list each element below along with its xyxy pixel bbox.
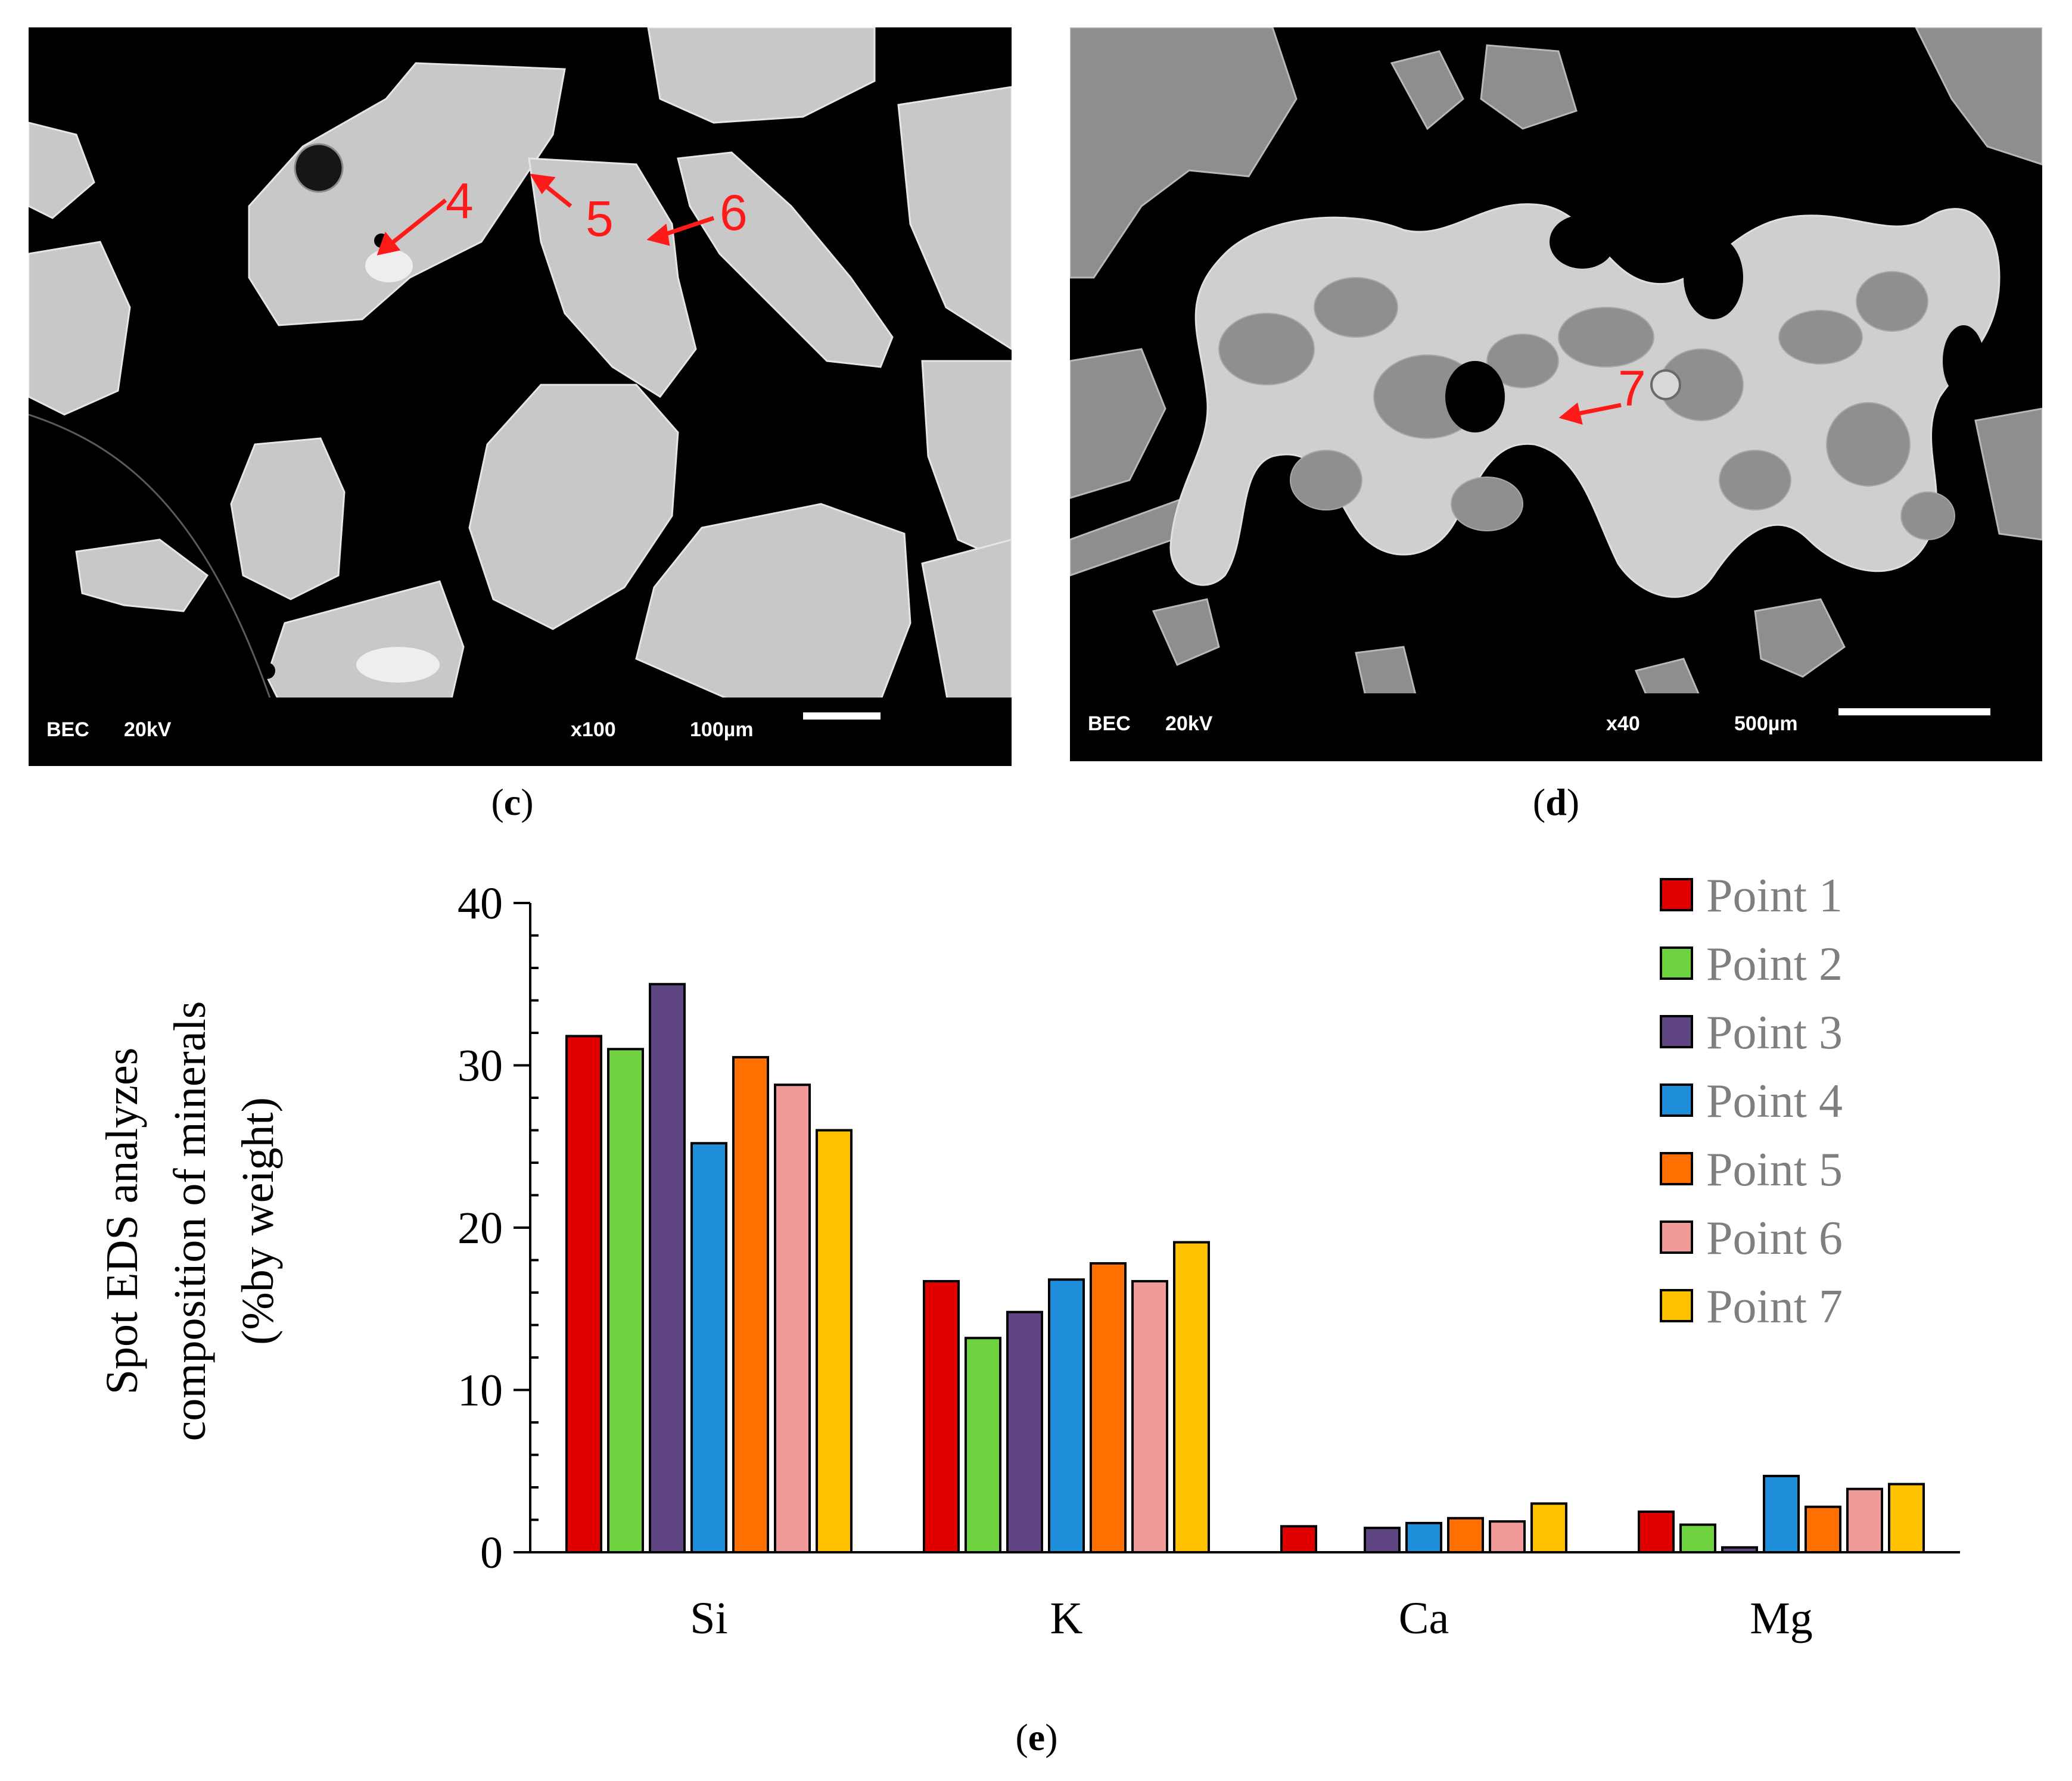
bar-k-point-7	[1173, 1241, 1210, 1553]
bar-k-point-5	[1090, 1262, 1127, 1553]
legend-label-5: Point 5	[1706, 1144, 1843, 1196]
x-tick-label-si: Si	[690, 1593, 727, 1643]
bar-ca-point-4	[1405, 1521, 1442, 1553]
legend-label-3: Point 3	[1706, 1007, 1843, 1059]
bar-ca-point-3	[1364, 1527, 1401, 1553]
legend-swatch-5	[1660, 1152, 1693, 1185]
legend-swatch-3	[1660, 1015, 1693, 1048]
sem-d-voltage: 20kV	[1165, 712, 1213, 735]
bar-si-point-3	[649, 983, 686, 1553]
caption-e: (e)	[1015, 1716, 1058, 1758]
bar-k-point-1	[923, 1279, 960, 1553]
y-tick-label-10: 10	[458, 1366, 503, 1416]
legend-label-2: Point 2	[1706, 938, 1843, 991]
y-axis-label-line-2: composition of minerals	[165, 1001, 215, 1441]
caption-c: (c)	[491, 781, 534, 823]
bar-ca-point-5	[1447, 1517, 1484, 1554]
bar-mg-point-4	[1763, 1474, 1800, 1554]
legend-swatch-1	[1660, 878, 1693, 911]
y-axis-label-text: Spot EDS analyzes composition of minerals…	[97, 1001, 283, 1441]
x-tick-label-mg: Mg	[1750, 1593, 1813, 1643]
sem-image-d: BEC 20kV x40 500µm 7	[1070, 27, 2042, 761]
arrow-7-head	[1558, 402, 1583, 425]
legend-swatch-6	[1660, 1220, 1693, 1254]
marker-6: 6	[720, 185, 748, 241]
bar-chart: Spot EDS analyzes composition of minerals…	[97, 870, 1960, 1643]
arrow-6-head	[646, 223, 670, 246]
sem-d-scale-bar	[1838, 708, 1990, 715]
legend-label-6: Point 6	[1706, 1212, 1843, 1265]
arrow-6	[659, 216, 715, 238]
arrow-4	[384, 198, 447, 250]
bar-k-point-3	[1006, 1310, 1043, 1553]
legend-label-7: Point 7	[1706, 1281, 1843, 1333]
sem-c-voltage: 20kV	[124, 718, 172, 741]
bar-mg-point-6	[1846, 1487, 1883, 1553]
bar-k-point-2	[965, 1337, 1001, 1553]
axes: Si K Ca Mg 0 10 20 30 40	[458, 879, 1960, 1643]
bar-si-point-4	[690, 1142, 727, 1553]
arrow-5-head	[530, 173, 556, 195]
x-tick-label-k: K	[1050, 1593, 1083, 1643]
legend: Point 1 Point 2 Point 3 Point 4 Point 5 Point…	[1660, 870, 1843, 1333]
x-tick-label-ca: Ca	[1399, 1593, 1449, 1643]
sem-c-scale-label: 100µm	[690, 718, 754, 741]
sem-image-d-drawing: BEC 20kV x40 500µm 7	[1070, 27, 2042, 761]
sem-d-magnification: x40	[1606, 712, 1640, 735]
bar-mg-point-5	[1805, 1505, 1841, 1553]
bar-si-point-7	[816, 1129, 853, 1553]
bar-mg-point-7	[1888, 1483, 1925, 1554]
sem-c-magnification: x100	[571, 718, 616, 741]
y-axis-label: Spot EDS analyzes composition of minerals…	[97, 1001, 283, 1441]
bar-si-point-6	[774, 1083, 811, 1553]
bar-mg-point-1	[1638, 1510, 1675, 1553]
bar-si-point-1	[565, 1035, 602, 1553]
marker-4: 4	[446, 173, 474, 229]
sem-d-mode: BEC	[1088, 712, 1131, 735]
marker-7: 7	[1618, 360, 1646, 416]
arrow-4-head	[377, 231, 401, 256]
legend-label-1: Point 1	[1706, 870, 1843, 922]
bar-mg-point-2	[1679, 1523, 1716, 1554]
bar-ca-point-6	[1489, 1520, 1526, 1553]
sem-d-scale-label: 500µm	[1734, 712, 1798, 735]
bar-k-point-4	[1048, 1278, 1085, 1553]
y-tick-label-20: 20	[458, 1203, 503, 1253]
y-axis-label-line-3: (%by weight)	[233, 1097, 283, 1345]
sem-image-c-drawing: BEC 20kV x100 100µm 4 5 6	[29, 27, 1012, 766]
y-tick-label-0: 0	[480, 1528, 503, 1578]
legend-swatch-7	[1660, 1289, 1693, 1322]
marker-5: 5	[586, 191, 614, 247]
caption-d: (d)	[1532, 781, 1580, 823]
sem-c-scale-bar	[803, 712, 881, 720]
bar-si-point-2	[607, 1048, 644, 1553]
arrow-7	[1573, 403, 1622, 417]
sem-c-mode: BEC	[46, 718, 89, 741]
bar-ca-point-1	[1280, 1525, 1317, 1554]
bar-k-point-6	[1131, 1279, 1168, 1553]
legend-swatch-4	[1660, 1083, 1693, 1117]
legend-label-4: Point 4	[1706, 1075, 1843, 1128]
y-tick-label-40: 40	[458, 879, 503, 929]
sem-image-c: BEC 20kV x100 100µm 4 5 6	[29, 27, 1012, 766]
bars	[565, 983, 1925, 1554]
bar-ca-point-7	[1530, 1502, 1567, 1553]
y-tick-label-30: 30	[458, 1041, 503, 1091]
y-axis-label-line-1: Spot EDS analyzes	[97, 1048, 147, 1395]
bar-si-point-5	[732, 1055, 769, 1553]
legend-swatch-2	[1660, 946, 1693, 980]
